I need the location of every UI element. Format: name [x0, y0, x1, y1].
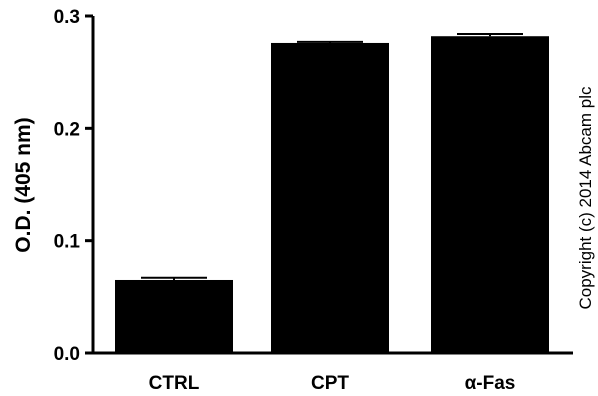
- x-ticks-group: CTRL CPT α-Fas: [149, 373, 516, 394]
- bar: [115, 279, 233, 353]
- x-tick-label: CTRL: [149, 373, 200, 394]
- y-tick-label: 0.1: [54, 232, 81, 253]
- error-bars-group: [141, 32, 523, 280]
- bars-group: [115, 36, 549, 354]
- x-tick-label: CPT: [311, 373, 349, 394]
- y-ticks-group: 0.0 0.1 0.2 0.3: [54, 7, 93, 365]
- y-axis-title: O.D. (405 nm): [12, 117, 35, 252]
- copyright-watermark: Copyright (c) 2014 Abcam plc: [576, 86, 595, 309]
- bar: [271, 42, 389, 354]
- bar: [431, 36, 549, 353]
- y-tick-label: 0.0: [54, 344, 80, 365]
- y-tick-label: 0.3: [54, 7, 80, 28]
- x-tick-label: α-Fas: [465, 373, 516, 394]
- y-tick-label: 0.2: [54, 119, 80, 140]
